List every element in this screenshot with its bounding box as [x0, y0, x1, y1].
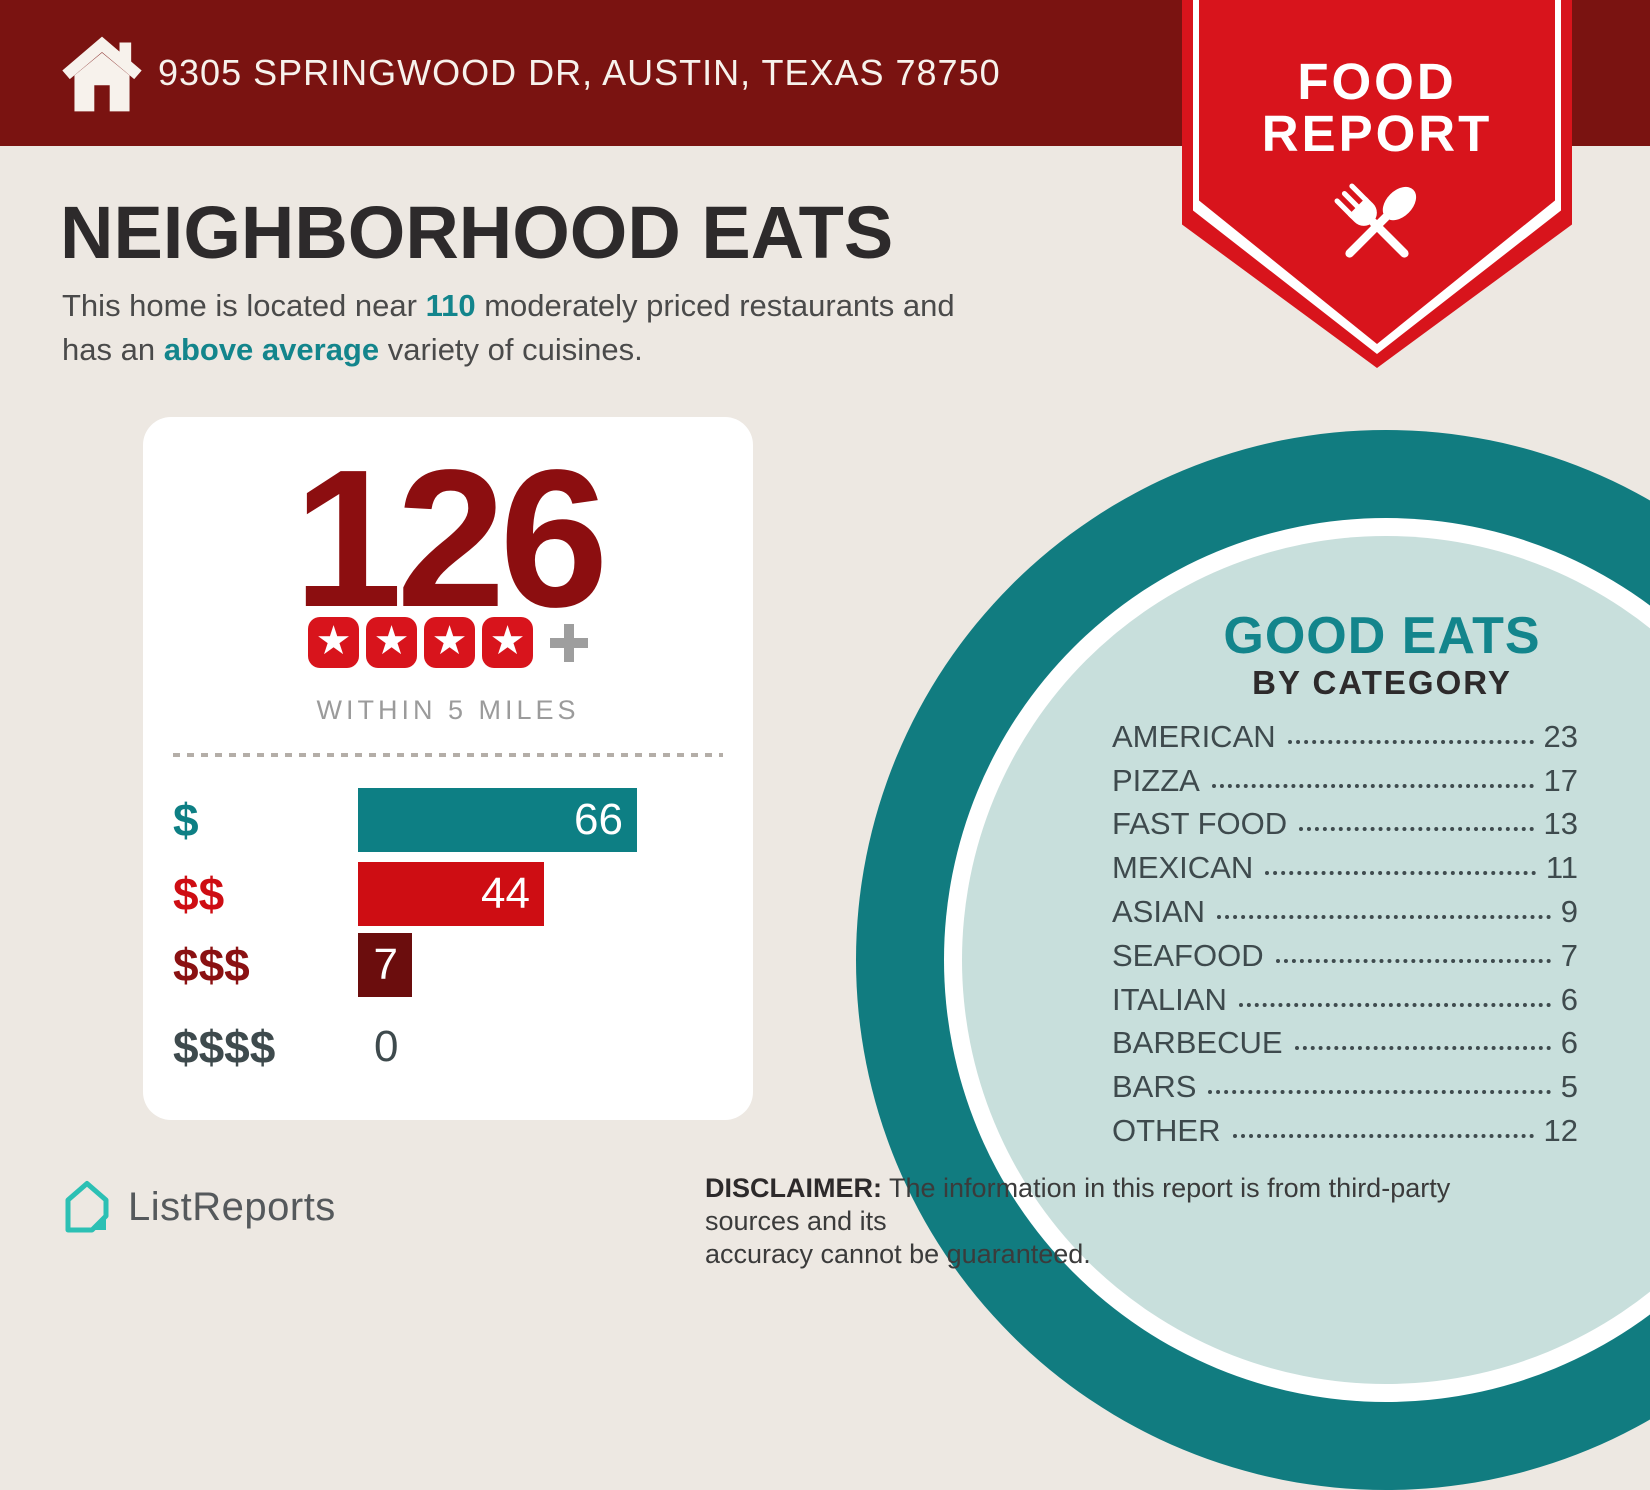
crossed-spoon-fork-icon — [1334, 183, 1417, 258]
home-icon — [62, 36, 142, 112]
category-count: 12 — [1543, 1112, 1578, 1148]
subtitle-text: variety of cuisines. — [379, 332, 643, 367]
category-label: ITALIAN — [1112, 981, 1227, 1017]
page-title: NEIGHBORHOOD EATS — [60, 191, 894, 274]
category-count: 6 — [1560, 981, 1578, 1017]
property-address: 9305 SPRINGWOOD DR, AUSTIN, TEXAS 78750 — [158, 52, 1001, 93]
category-label: ASIAN — [1112, 893, 1206, 929]
category-count: 13 — [1543, 806, 1578, 842]
category-row: ASIAN 9 — [1112, 887, 1578, 931]
good-eats-subtitle: BY CATEGORY — [1252, 664, 1512, 701]
price-level-row: $$ 44 — [143, 862, 753, 926]
price-level-value: 0 — [374, 1022, 399, 1071]
disclaimer-label: DISCLAIMER: — [705, 1173, 882, 1203]
dotted-leader — [1275, 958, 1551, 963]
price-level-bar: 66 — [358, 788, 637, 852]
category-row: ITALIAN 6 — [1112, 975, 1578, 1019]
subtitle-text: This home is located near — [62, 288, 426, 323]
category-label: PIZZA — [1112, 762, 1200, 798]
category-count-list: AMERICAN 23 PIZZA 17 FAST FOOD 13 MEXICAN 11 ASI… — [1112, 712, 1578, 1150]
category-row: MEXICAN 11 — [1112, 843, 1578, 887]
listreports-logo: ListReports — [60, 1178, 336, 1236]
restaurant-count: 126 — [293, 429, 608, 648]
category-count: 7 — [1560, 937, 1578, 973]
category-row: BARS 5 — [1112, 1062, 1578, 1106]
price-level-row: $66 — [143, 788, 753, 852]
star-rating: ★ ★ ★ ★ — [143, 617, 753, 668]
category-label: OTHER — [1112, 1112, 1221, 1148]
category-count: 5 — [1560, 1069, 1578, 1105]
category-row: SEAFOOD 7 — [1112, 931, 1578, 975]
price-level-bar: 7 — [358, 933, 412, 997]
dotted-leader — [1211, 783, 1534, 788]
yelp-star-icon: ★ — [482, 617, 533, 668]
category-row: FAST FOOD 13 — [1112, 800, 1578, 844]
category-count: 11 — [1545, 850, 1578, 886]
price-level-row: $$$$ 0 — [143, 1015, 753, 1079]
category-count: 23 — [1543, 718, 1578, 754]
price-level-label: $ — [173, 794, 199, 846]
radius-label: WITHIN 5 MILES — [316, 695, 580, 725]
dotted-leader — [1238, 1002, 1551, 1007]
category-label: MEXICAN — [1112, 850, 1254, 886]
price-level-label: $$$ — [173, 939, 250, 991]
price-level-bar-chart: $66 $$ 44 $$$ 7 $$$$ 0 — [143, 417, 753, 1120]
category-count: 9 — [1560, 893, 1578, 929]
price-level-value: 44 — [481, 869, 530, 918]
dotted-leader — [1294, 1046, 1551, 1051]
yelp-star-icon: ★ — [424, 617, 475, 668]
dotted-leader — [1217, 914, 1551, 919]
dotted-leader — [1232, 1133, 1534, 1138]
category-count: 6 — [1560, 1025, 1578, 1061]
category-row: PIZZA 17 — [1112, 756, 1578, 800]
category-label: BARBECUE — [1112, 1025, 1283, 1061]
price-level-value: 66 — [574, 795, 623, 844]
category-label: SEAFOOD — [1112, 937, 1264, 973]
restaurant-summary-card: 126 ★ ★ ★ ★ WITHIN 5 MILES $66 $$ 44 $$$ 7 $$$$ 0 — [143, 417, 753, 1120]
dotted-leader — [1208, 1090, 1551, 1095]
category-row: BARBECUE 6 — [1112, 1019, 1578, 1063]
category-row: AMERICAN 23 — [1112, 712, 1578, 756]
category-row: OTHER 12 — [1112, 1106, 1578, 1150]
category-label: FAST FOOD — [1112, 806, 1288, 842]
dotted-leader — [1265, 871, 1536, 876]
yelp-star-icon: ★ — [366, 617, 417, 668]
yelp-star-icon: ★ — [308, 617, 359, 668]
dashed-divider — [173, 753, 723, 757]
disclaimer-text: DISCLAIMER: The information in this repo… — [705, 1173, 1451, 1269]
above-average-highlight: above average — [163, 332, 380, 367]
ribbon-title-line2: REPORT — [1261, 105, 1493, 162]
dotted-leader — [1287, 739, 1534, 744]
category-count: 17 — [1543, 762, 1578, 798]
listreports-wordmark: ListReports — [128, 1184, 336, 1229]
restaurant-count-highlight: 110 — [425, 288, 476, 323]
listreports-house-icon — [65, 1181, 109, 1233]
category-label: BARS — [1112, 1069, 1197, 1105]
price-level-label: $$ — [173, 868, 225, 920]
page-subtitle: This home is located near 110 moderately… — [62, 284, 955, 372]
ribbon-title-line1: FOOD — [1297, 53, 1457, 110]
price-level-row: $$$ 7 — [143, 933, 753, 997]
category-label: AMERICAN — [1112, 718, 1276, 754]
subtitle-text: has an — [62, 332, 164, 367]
price-level-value: 7 — [373, 940, 398, 989]
plus-icon — [550, 623, 588, 662]
food-report-ribbon: FOOD REPORT — [1182, 0, 1572, 368]
price-level-bar: 44 — [358, 862, 544, 926]
subtitle-text: moderately priced restaurants and — [475, 288, 955, 323]
dotted-leader — [1299, 827, 1534, 832]
price-level-label: $$$$ — [173, 1021, 276, 1073]
good-eats-title: GOOD EATS — [1223, 607, 1541, 665]
